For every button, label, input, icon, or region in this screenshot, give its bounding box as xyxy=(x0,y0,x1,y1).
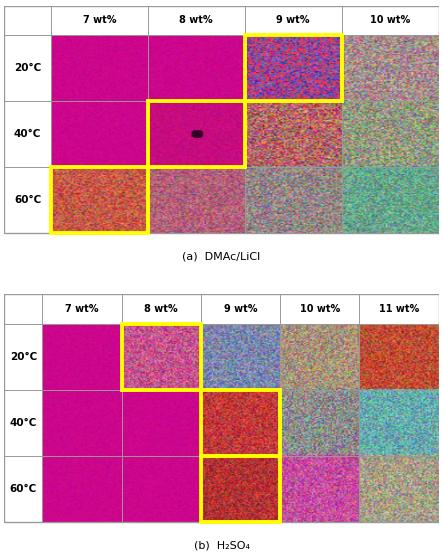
Bar xyxy=(4,294,439,522)
Text: (a)  DMAc/LiCl: (a) DMAc/LiCl xyxy=(183,252,260,262)
Bar xyxy=(4,6,439,35)
Text: 9 wt%: 9 wt% xyxy=(224,304,257,314)
Text: 10 wt%: 10 wt% xyxy=(370,16,410,26)
Text: 7 wt%: 7 wt% xyxy=(65,304,99,314)
Bar xyxy=(4,35,51,233)
Text: 8 wt%: 8 wt% xyxy=(144,304,178,314)
Text: 20°C: 20°C xyxy=(14,63,41,74)
Bar xyxy=(4,294,439,324)
Bar xyxy=(4,324,43,522)
Bar xyxy=(4,294,439,522)
Text: 60°C: 60°C xyxy=(10,483,37,494)
Bar xyxy=(201,390,280,456)
Text: 11 wt%: 11 wt% xyxy=(379,304,419,314)
Text: 9 wt%: 9 wt% xyxy=(276,16,310,26)
Bar xyxy=(201,456,280,522)
Bar xyxy=(122,324,201,390)
Bar xyxy=(4,6,439,233)
Text: 8 wt%: 8 wt% xyxy=(179,16,213,26)
Bar xyxy=(148,101,245,167)
Bar xyxy=(245,35,342,101)
Bar xyxy=(4,6,439,233)
Text: 10 wt%: 10 wt% xyxy=(299,304,340,314)
Text: 40°C: 40°C xyxy=(10,418,37,428)
Text: 20°C: 20°C xyxy=(10,351,37,361)
Bar xyxy=(51,167,148,233)
Text: (b)  H₂SO₄: (b) H₂SO₄ xyxy=(194,540,249,550)
Text: 60°C: 60°C xyxy=(14,196,41,206)
Text: 40°C: 40°C xyxy=(14,129,41,139)
Text: 7 wt%: 7 wt% xyxy=(83,16,116,26)
